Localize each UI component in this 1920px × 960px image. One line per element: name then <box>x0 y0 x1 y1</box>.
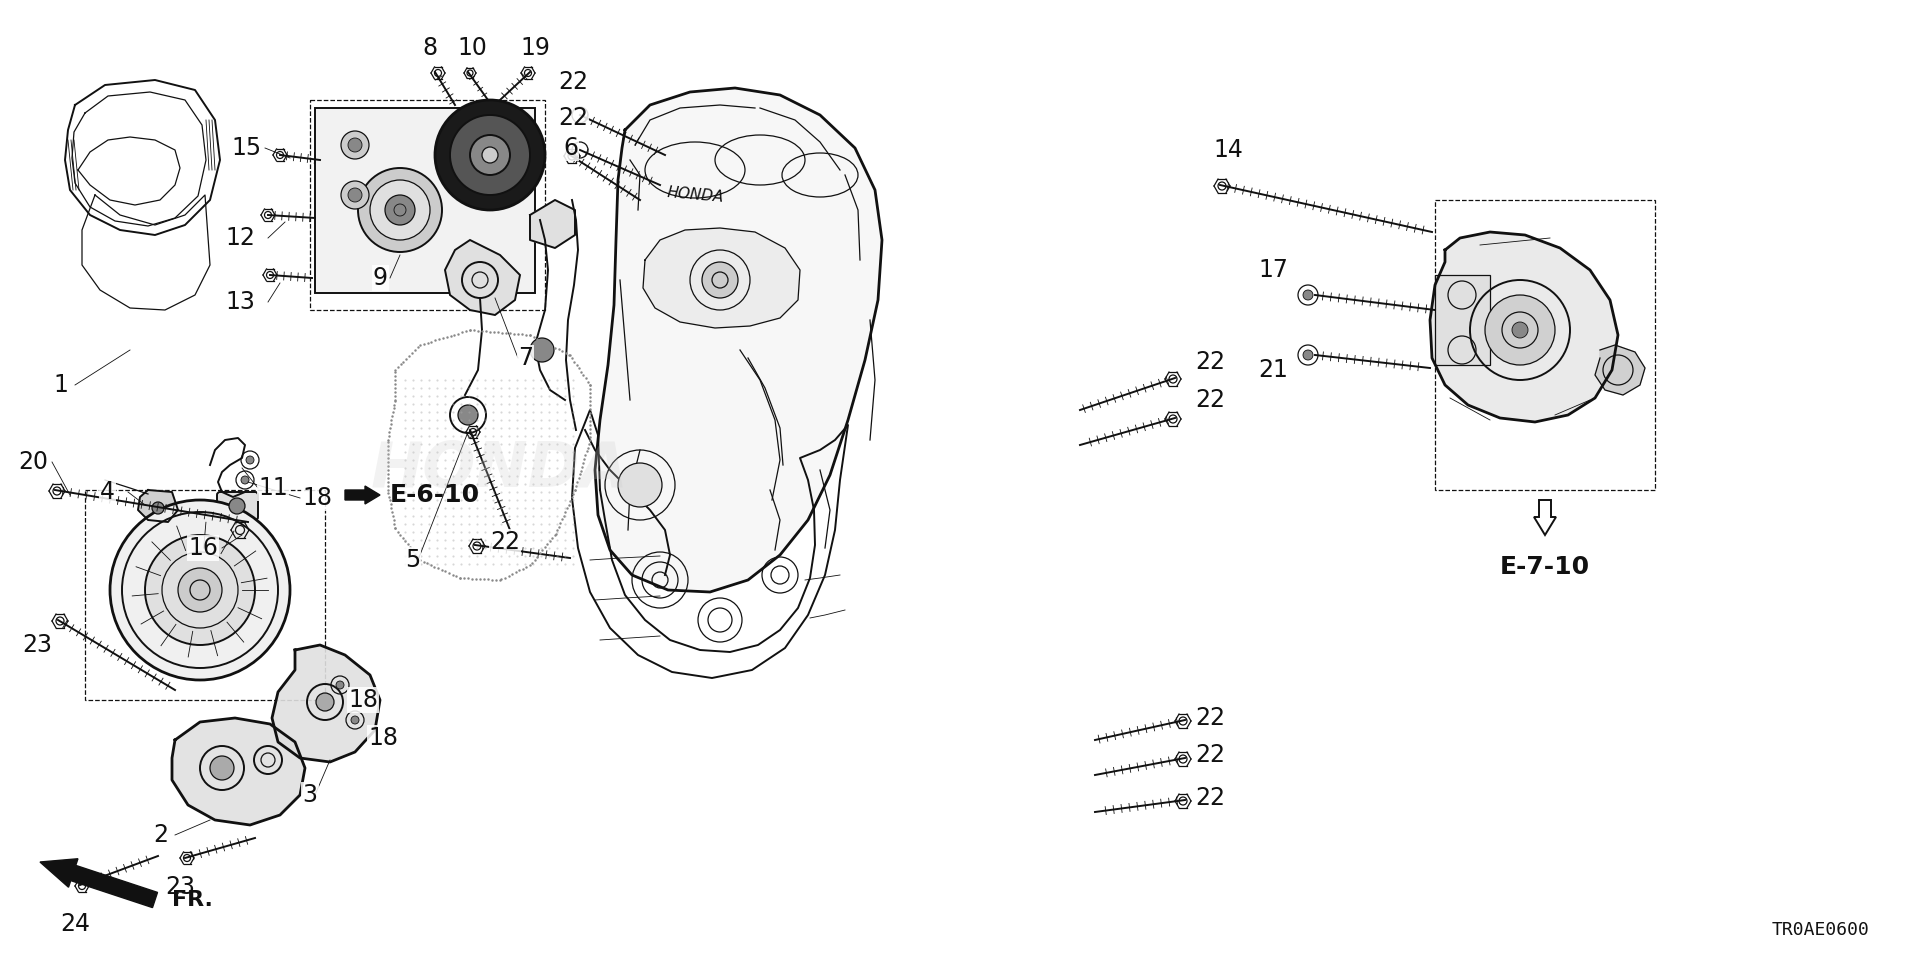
Circle shape <box>1304 290 1313 300</box>
Text: 22: 22 <box>559 106 588 130</box>
Polygon shape <box>643 228 801 328</box>
Polygon shape <box>445 240 520 315</box>
Text: 8: 8 <box>422 36 438 60</box>
Bar <box>315 108 536 293</box>
Text: 3: 3 <box>303 783 317 807</box>
Text: 19: 19 <box>520 36 549 60</box>
Ellipse shape <box>152 629 161 639</box>
Circle shape <box>1513 322 1528 338</box>
Text: 4: 4 <box>100 480 115 504</box>
Text: 24: 24 <box>60 912 90 936</box>
Circle shape <box>342 181 369 209</box>
Circle shape <box>228 498 246 514</box>
Text: 22: 22 <box>1194 388 1225 412</box>
Ellipse shape <box>238 629 250 639</box>
Text: 1: 1 <box>54 373 67 397</box>
Text: HONDA: HONDA <box>371 440 630 500</box>
Text: 23: 23 <box>165 875 196 899</box>
Text: 7: 7 <box>518 346 534 370</box>
Circle shape <box>146 535 255 645</box>
Text: 22: 22 <box>1194 786 1225 810</box>
Text: 5: 5 <box>405 548 420 572</box>
Circle shape <box>1304 350 1313 360</box>
FancyArrow shape <box>346 486 380 504</box>
Circle shape <box>703 262 737 298</box>
Text: TR0AE0600: TR0AE0600 <box>1772 921 1870 939</box>
Circle shape <box>179 568 223 612</box>
Circle shape <box>109 500 290 680</box>
Bar <box>309 100 545 310</box>
Circle shape <box>371 180 430 240</box>
Circle shape <box>348 138 363 152</box>
Text: FR.: FR. <box>173 890 213 910</box>
FancyArrow shape <box>40 859 157 907</box>
Text: 18: 18 <box>301 486 332 510</box>
Circle shape <box>482 147 497 163</box>
Circle shape <box>459 405 478 425</box>
Polygon shape <box>273 645 380 762</box>
Circle shape <box>357 168 442 252</box>
Ellipse shape <box>238 541 250 551</box>
Circle shape <box>317 693 334 711</box>
Circle shape <box>351 716 359 724</box>
Ellipse shape <box>196 522 204 534</box>
Text: 22: 22 <box>1194 743 1225 767</box>
Text: 12: 12 <box>225 226 255 250</box>
Text: 23: 23 <box>21 633 52 657</box>
Bar <box>84 490 324 700</box>
Text: 18: 18 <box>369 726 397 750</box>
Text: 6: 6 <box>563 136 578 160</box>
Text: 15: 15 <box>232 136 261 160</box>
Text: 18: 18 <box>348 688 378 712</box>
Circle shape <box>530 338 555 362</box>
Text: 11: 11 <box>257 476 288 500</box>
Ellipse shape <box>132 586 144 594</box>
Text: E-7-10: E-7-10 <box>1500 555 1590 579</box>
Circle shape <box>246 456 253 464</box>
Circle shape <box>342 131 369 159</box>
Ellipse shape <box>255 586 269 594</box>
Circle shape <box>209 756 234 780</box>
Text: HONDA: HONDA <box>666 185 724 204</box>
Text: 14: 14 <box>1213 138 1242 162</box>
Circle shape <box>336 681 344 689</box>
Text: 22: 22 <box>1194 350 1225 374</box>
Circle shape <box>449 115 530 195</box>
Polygon shape <box>1430 232 1619 422</box>
Ellipse shape <box>196 646 204 658</box>
Circle shape <box>1484 295 1555 365</box>
Text: 9: 9 <box>372 266 388 290</box>
Text: 13: 13 <box>225 290 255 314</box>
Bar <box>1434 200 1655 490</box>
Text: 20: 20 <box>17 450 48 474</box>
Polygon shape <box>1596 345 1645 395</box>
Polygon shape <box>138 490 179 522</box>
Text: E-6-10: E-6-10 <box>390 483 480 507</box>
Text: 10: 10 <box>457 36 488 60</box>
Circle shape <box>618 463 662 507</box>
Polygon shape <box>173 718 305 825</box>
Ellipse shape <box>152 541 161 551</box>
Circle shape <box>436 100 545 210</box>
Text: 22: 22 <box>559 70 588 94</box>
Circle shape <box>152 502 163 514</box>
Circle shape <box>470 135 511 175</box>
Text: 17: 17 <box>1258 258 1288 282</box>
Text: 22: 22 <box>490 530 520 554</box>
Bar <box>1434 275 1490 365</box>
Circle shape <box>348 188 363 202</box>
Polygon shape <box>530 200 574 248</box>
FancyBboxPatch shape <box>217 492 257 520</box>
Circle shape <box>242 476 250 484</box>
Polygon shape <box>595 88 881 592</box>
Text: 21: 21 <box>1258 358 1288 382</box>
Text: 16: 16 <box>188 536 219 560</box>
Text: 22: 22 <box>1194 706 1225 730</box>
Circle shape <box>386 195 415 225</box>
Text: 2: 2 <box>154 823 169 847</box>
